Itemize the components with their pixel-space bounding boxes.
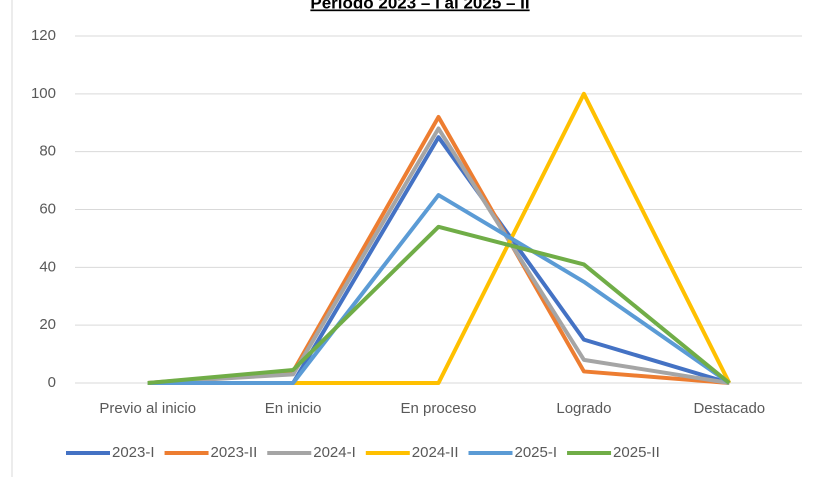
legend-label: 2023-I (112, 444, 155, 461)
y-tick-label: 0 (48, 374, 56, 391)
legend-label: 2024-I (313, 444, 356, 461)
x-tick-label: Previo al inicio (99, 400, 196, 417)
y-tick-label: 40 (39, 258, 56, 275)
chart-title: Periodo 2023 – I al 2025 – II (310, 0, 529, 12)
series-line (147, 193, 731, 385)
y-tick-label: 20 (39, 316, 56, 333)
series-line (147, 135, 730, 385)
x-tick-label: En proceso (401, 400, 477, 417)
legend-label: 2023-II (211, 444, 258, 461)
x-tick-label: Destacado (693, 400, 765, 417)
series-line (147, 224, 731, 385)
legend-label: 2025-I (515, 444, 558, 461)
x-tick-label: En inicio (265, 400, 322, 417)
y-tick-label: 120 (31, 27, 56, 44)
x-tick-label: Logrado (556, 400, 611, 417)
series-line (147, 114, 730, 385)
y-tick-label: 80 (39, 143, 56, 160)
series-line (147, 126, 730, 385)
legend-label: 2025-II (613, 444, 660, 461)
legend-label: 2024-II (412, 444, 459, 461)
y-tick-label: 100 (31, 85, 56, 102)
y-tick-label: 60 (39, 200, 56, 217)
